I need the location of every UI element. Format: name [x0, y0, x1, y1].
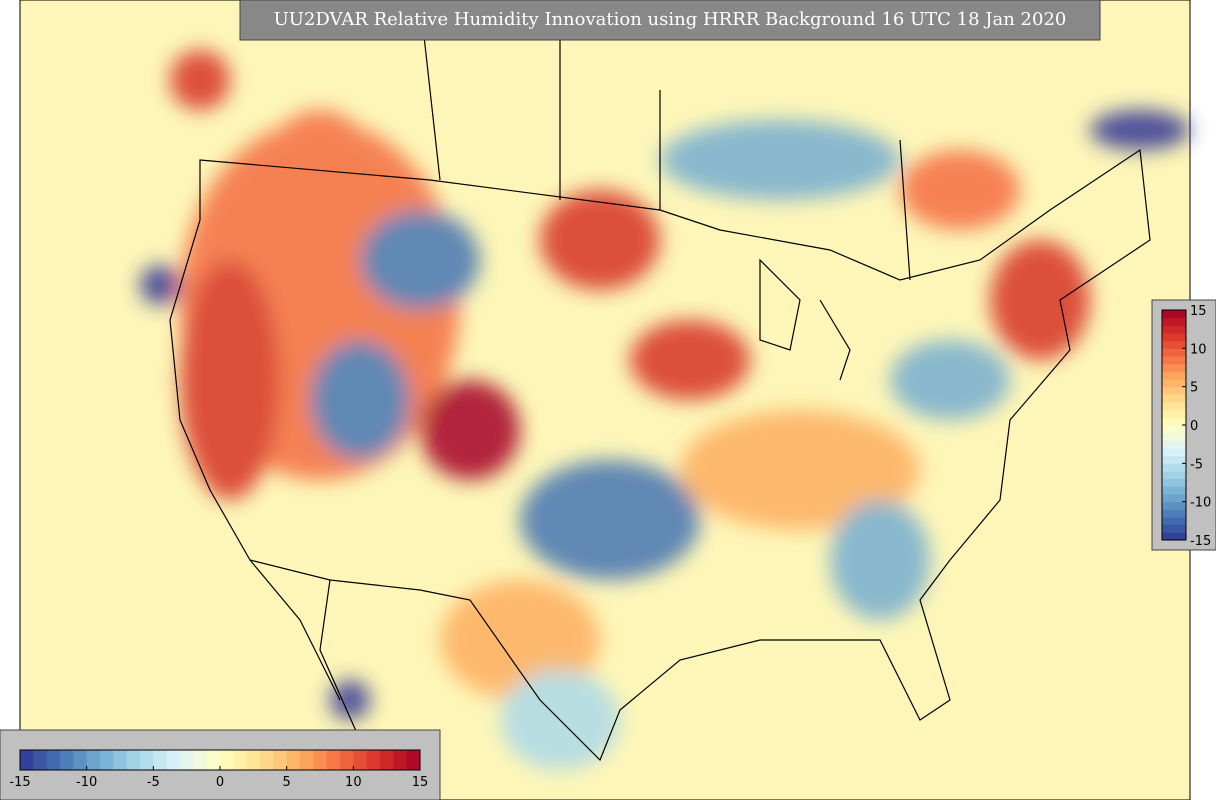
colorbar-step — [1162, 471, 1186, 480]
colorbar-step — [126, 750, 141, 770]
tick-label: 5 — [283, 775, 291, 790]
colorbar-step — [73, 750, 88, 770]
colorbar-step — [1162, 463, 1186, 472]
colorbar-step — [1162, 333, 1186, 342]
tick-label: 10 — [345, 775, 362, 790]
colorbar-step — [20, 750, 34, 770]
colorbar-step — [393, 750, 408, 770]
colorbar-step — [1162, 340, 1186, 349]
colorbar-step — [1162, 402, 1186, 411]
colorbar-step — [1162, 486, 1186, 495]
colorbar-step — [1162, 432, 1186, 441]
colorbar-step — [1162, 478, 1186, 487]
colorbar-step — [1162, 524, 1186, 533]
colorbar-step — [1162, 317, 1186, 326]
colorbar-step — [353, 750, 368, 770]
colorbar-step — [153, 750, 168, 770]
colorbar-step — [326, 750, 341, 770]
colorbar-step — [1162, 325, 1186, 334]
colorbar-step — [406, 750, 421, 770]
colorbar-step — [220, 750, 234, 770]
colorbar-step — [113, 750, 128, 770]
colorbar-step — [193, 750, 208, 770]
horizontal-colorbar: -15 -10 -5 0 5 10 15 — [9, 749, 429, 790]
colorbar-step — [1162, 371, 1186, 380]
colorbar-step — [1162, 356, 1186, 365]
colorbar-step — [233, 750, 248, 770]
tick-label: 10 — [1190, 342, 1207, 357]
colorbar-step — [1162, 348, 1186, 357]
tick-label: -10 — [76, 775, 97, 790]
colorbar-step — [1162, 448, 1186, 457]
tick-label: -15 — [1190, 534, 1211, 549]
tick-label: 5 — [1190, 381, 1198, 396]
vertical-colorbar: -15 -10 -5 0 5 10 15 — [1161, 304, 1211, 549]
boundaries — [169, 0, 1151, 762]
colorbar-step — [246, 750, 261, 770]
colorbar-step — [33, 750, 48, 770]
colorbar-step — [1162, 509, 1186, 518]
colorbar-step — [140, 750, 154, 770]
colorbar-step — [1162, 494, 1186, 503]
colorbar-step — [1162, 417, 1186, 426]
title-box — [239, 0, 1101, 41]
tick-label: 0 — [216, 775, 224, 790]
colorbar-step — [366, 750, 381, 770]
colorbar-step — [380, 750, 394, 770]
tick-label: -10 — [1190, 496, 1211, 511]
colorbar-step — [260, 750, 274, 770]
colorbar-step — [1162, 386, 1186, 395]
colorbar-step — [1162, 394, 1186, 403]
colorbar-step — [86, 750, 101, 770]
colorbar-step — [313, 750, 328, 770]
colorbar-step — [1162, 310, 1186, 319]
colorbar-step — [1162, 517, 1186, 526]
colorbar-step — [1162, 409, 1186, 418]
colorbar-step — [180, 750, 194, 770]
tick-label: 15 — [412, 775, 429, 790]
colorbar-step — [1162, 425, 1186, 434]
colorbar-step — [166, 750, 181, 770]
tick-label: 15 — [1190, 304, 1207, 319]
innovation-field — [140, 50, 1190, 770]
colorbar-step — [1162, 455, 1186, 464]
colorbar-step — [286, 750, 301, 770]
colorbar-step — [1162, 532, 1186, 541]
tick-label: -5 — [1190, 457, 1203, 472]
colorbar-step — [206, 750, 221, 770]
colorbar-step — [46, 750, 61, 770]
tick-label: -15 — [9, 775, 30, 790]
colorbar-step — [340, 750, 354, 770]
tick-label: 0 — [1190, 419, 1198, 434]
colorbar-step — [1162, 379, 1186, 388]
colorbar-step — [1162, 440, 1186, 449]
title: UU2DVAR Relative Humidity Innovation usi… — [274, 9, 1067, 30]
colorbar-step — [300, 750, 314, 770]
colorbar-step — [1162, 363, 1186, 372]
colorbar-step — [1162, 501, 1186, 510]
colorbar-step — [273, 750, 288, 770]
colorbar-step — [100, 750, 114, 770]
tick-label: -5 — [147, 775, 160, 790]
colorbar-step — [60, 750, 74, 770]
